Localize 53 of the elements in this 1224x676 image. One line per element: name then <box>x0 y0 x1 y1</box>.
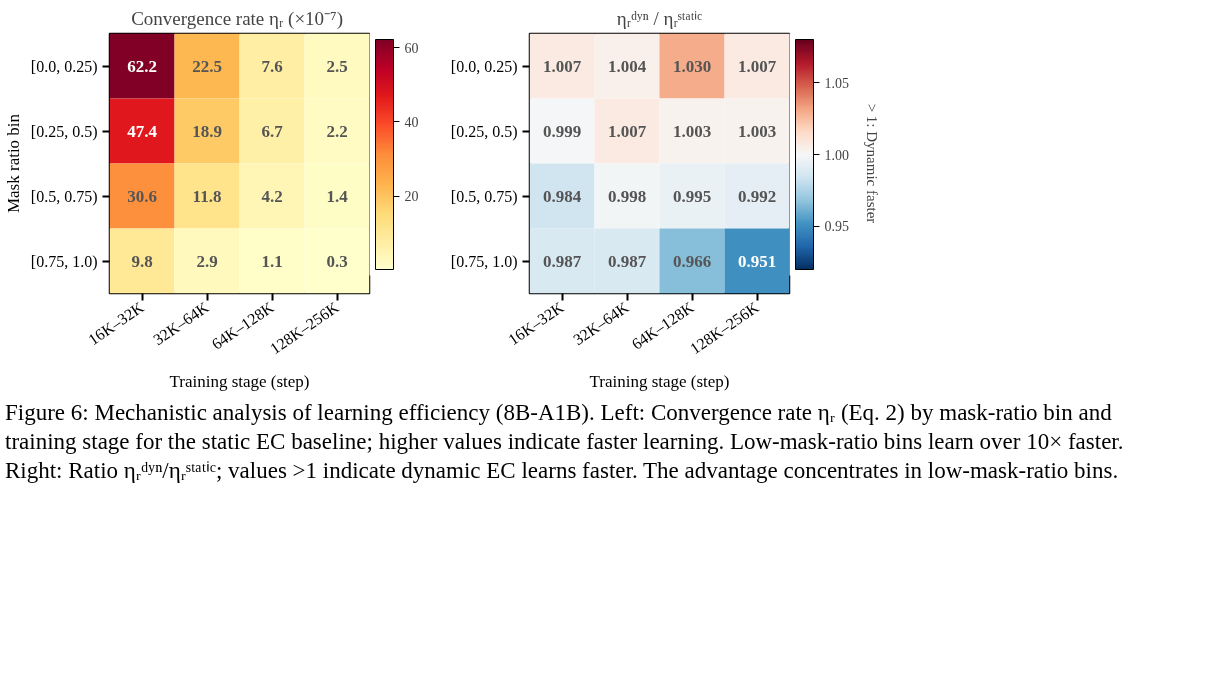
y-tick-label: [0.75, 1.0) <box>450 252 518 271</box>
y-tick-label: [0.0, 0.25) <box>450 57 518 76</box>
color-bar-title: > 1: Dynamic faster <box>863 103 880 224</box>
y-tick-label: [0.25, 0.5) <box>450 122 518 141</box>
data-label: 0.987 <box>542 251 582 271</box>
data-label: 1.007 <box>737 56 777 76</box>
data-label: 18.9 <box>192 121 222 141</box>
data-label: 11.8 <box>192 186 222 206</box>
data-label: 2.2 <box>326 121 348 141</box>
data-label: 4.2 <box>261 186 283 206</box>
data-label: 0.987 <box>607 251 647 271</box>
data-label: 0.992 <box>737 186 777 206</box>
data-label: 0.999 <box>542 121 582 141</box>
data-label: 0.966 <box>672 251 712 271</box>
data-label: 0.984 <box>542 186 582 206</box>
data-label: 1.004 <box>607 56 647 76</box>
data-label: 0.995 <box>672 186 712 206</box>
y-tick-label: [0.25, 0.5) <box>30 122 98 141</box>
x-axis-title: Training stage (step) <box>589 372 730 392</box>
data-label: 1.1 <box>261 251 283 271</box>
y-tick-label: [0.75, 1.0) <box>30 252 98 271</box>
data-label: 6.7 <box>261 121 284 141</box>
data-label: 62.2 <box>127 56 157 76</box>
data-label: 9.8 <box>131 251 153 271</box>
data-label: 0.3 <box>326 251 348 271</box>
caption: Figure 6: Mechanistic analysis of learning efficiency (8B-A1B). Left: Convergence rate ηᵣ (Eq. 2) by mask-ratio bin and training stage for the static EC baseline; higher values indicate faster learning. Low-mask-ratio bins learn over 10× faster. Right: Ratio ηᵣᵈʸⁿ/ηᵣˢᵗᵃᵗⁱᶜ; values >1 indicate dynamic EC learns faster. The advantage concentrates in low-mask-ratio bins. <box>5 399 1125 485</box>
color-bar-label: 20 <box>404 189 419 205</box>
data-label: 1.003 <box>737 121 777 141</box>
color-bar-label: 60 <box>404 40 419 56</box>
color-bar-label: 1.00 <box>824 147 849 163</box>
data-label: 7.6 <box>261 56 283 76</box>
x-axis-title: Training stage (step) <box>169 372 310 392</box>
color-bar-label: 1.05 <box>824 75 849 91</box>
data-label: 1.030 <box>672 56 712 76</box>
color-bar-label: 40 <box>404 114 419 130</box>
y-tick-label: [0.5, 0.75) <box>30 187 98 206</box>
data-label: 47.4 <box>127 121 158 141</box>
data-label: 1.4 <box>326 186 349 206</box>
data-label: 1.007 <box>542 56 582 76</box>
data-label: 2.9 <box>196 251 218 271</box>
chart-title: ηᵣᵈʸⁿ / ηᵣˢᵗᵃᵗⁱᶜ <box>616 7 703 29</box>
data-label: 30.6 <box>127 186 157 206</box>
data-label: 1.007 <box>607 121 647 141</box>
y-tick-label: [0.5, 0.75) <box>450 187 518 206</box>
y-axis-title: Mask ratio bin <box>3 113 23 214</box>
chart-title: Convergence rate ηᵣ (×10⁻⁷) <box>131 7 344 30</box>
y-tick-label: [0.0, 0.25) <box>30 57 98 76</box>
color-bar-label: 0.95 <box>824 219 849 235</box>
data-label: 1.003 <box>672 121 712 141</box>
data-label: 0.951 <box>737 251 777 271</box>
data-label: 22.5 <box>192 56 222 76</box>
data-label: 0.998 <box>607 186 647 206</box>
data-label: 2.5 <box>326 56 348 76</box>
